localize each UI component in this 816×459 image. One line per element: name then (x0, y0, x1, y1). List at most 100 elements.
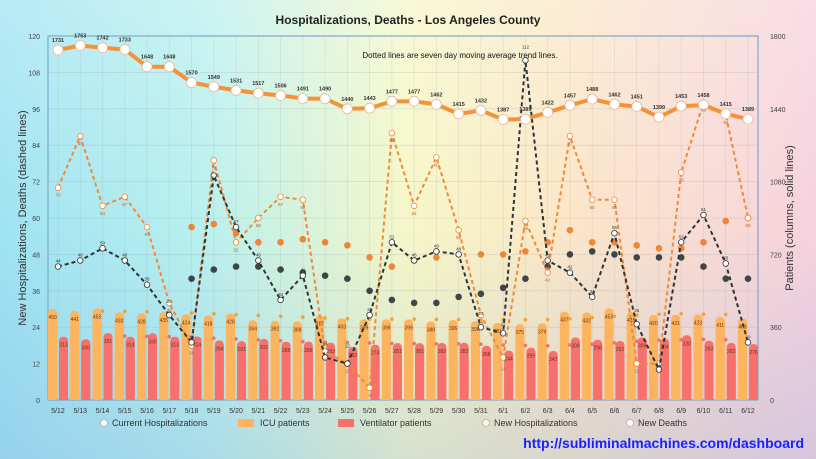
new-deaths-point (255, 257, 262, 264)
moving-average-point (501, 343, 505, 347)
dashboard-link[interactable]: http://subliminalmachines.com/dashboard (523, 435, 804, 451)
bar-label: 288 (304, 348, 313, 354)
moving-average-point (723, 312, 728, 317)
chart-annotation: Dotted lines are seven day moving averag… (362, 51, 557, 60)
current-hospitalizations-label: 1570 (185, 71, 197, 77)
new-hospitalizations-label: 80 (434, 162, 440, 167)
moving-average-point (545, 344, 550, 348)
y-tick-left: 60 (32, 216, 40, 223)
moving-average-point (390, 341, 394, 346)
bar-body (259, 343, 269, 400)
moving-average-point (434, 341, 439, 346)
bar-body (749, 349, 758, 400)
new-hospitalizations-point (611, 196, 618, 203)
new-hospitalizations-label: 66 (300, 205, 306, 210)
new-hospitalizations-label: 14 (501, 367, 507, 372)
moving-average-point (634, 313, 639, 317)
y-axis-left-label: New Hospitalizations, Deaths (dashed lin… (17, 110, 29, 325)
moving-average-point (412, 341, 416, 346)
new-deaths-point (121, 257, 128, 264)
moving-average-point (722, 275, 730, 282)
current-hospitalizations-point (520, 113, 531, 125)
x-tick-label: 5/24 (318, 408, 332, 415)
moving-average-point (479, 317, 483, 322)
x-tick-label: 5/17 (162, 408, 176, 415)
bar-body (671, 319, 681, 400)
bar-label: 394 (249, 326, 258, 332)
bar-body (303, 346, 313, 400)
x-tick-label: 5/30 (452, 408, 466, 415)
moving-average-point (477, 290, 485, 298)
moving-average-point (655, 254, 663, 261)
moving-average-point (634, 339, 639, 344)
new-deaths-label: 22 (501, 321, 507, 326)
bar-label: 390 (471, 327, 480, 333)
x-tick-label: 6/5 (587, 408, 597, 415)
moving-average-point (744, 275, 752, 282)
new-deaths-point (722, 260, 729, 267)
moving-average-point (301, 339, 305, 344)
y-tick-left: 96 (32, 107, 40, 114)
current-hospitalizations-label: 1477 (408, 89, 420, 95)
current-hospitalizations-label: 1399 (653, 105, 665, 111)
bar-label: 399 (360, 325, 369, 331)
moving-average-point (212, 312, 216, 316)
current-hospitalizations-point (631, 101, 643, 112)
current-hospitalizations-label: 1517 (252, 81, 264, 87)
y-tick-right: 1080 (770, 180, 786, 187)
bar-body (392, 348, 402, 400)
new-hospitalizations-point (544, 269, 551, 276)
moving-average-point (700, 263, 707, 270)
moving-average-point (434, 317, 439, 322)
bar-body (348, 351, 358, 400)
new-deaths-label: 34 (590, 289, 596, 294)
current-hospitalizations-label: 1389 (742, 107, 754, 113)
y-tick-left: 12 (32, 362, 40, 369)
legend-label: Ventilator patients (360, 418, 432, 428)
current-hospitalizations-label: 1477 (386, 89, 398, 95)
moving-average-point (344, 275, 351, 282)
new-hospitalizations-label: 52 (234, 247, 240, 252)
current-hospitalizations-label: 1531 (230, 78, 242, 84)
current-hospitalizations-label: 1458 (697, 93, 709, 99)
x-tick-label: 6/3 (543, 408, 553, 415)
y-tick-left: 48 (32, 252, 40, 259)
moving-average-point (588, 248, 596, 255)
bar-body (114, 317, 124, 400)
x-tick-label: 5/29 (430, 408, 444, 415)
bar-body (226, 318, 236, 400)
bar-body (515, 329, 525, 400)
current-hospitalizations-label: 1389 (519, 107, 531, 113)
new-hospitalizations-label: 79 (211, 165, 217, 170)
current-hospitalizations-point (497, 114, 509, 125)
new-deaths-label: 49 (434, 243, 440, 248)
new-deaths-point (499, 330, 507, 337)
moving-average-point (321, 272, 329, 279)
moving-average-point (722, 217, 730, 225)
moving-average-point (566, 251, 574, 258)
new-deaths-label: 46 (78, 252, 84, 257)
legend: Current Hospitalizations ICU patients Vent… (100, 418, 688, 428)
moving-average-point (700, 238, 707, 246)
x-tick-label: 6/10 (697, 408, 711, 415)
moving-average-point (523, 343, 528, 348)
current-hospitalizations-point (453, 108, 465, 120)
new-hospitalizations-label: 16 (323, 356, 329, 361)
y-axis-right-label: Patients (columns, solid lines) (784, 145, 796, 291)
y-tick-right: 1800 (770, 34, 786, 41)
bar-label: 268 (482, 352, 491, 358)
x-tick-label: 6/9 (676, 408, 686, 415)
bar-label: 283 (326, 349, 335, 355)
moving-average-point (321, 238, 329, 246)
bar-body (593, 344, 603, 400)
bar-body (437, 347, 447, 400)
bar-body (370, 349, 380, 400)
current-hospitalizations-point (186, 77, 197, 88)
new-deaths-label: 42 (567, 265, 573, 270)
bar-label: 288 (282, 348, 291, 354)
new-hospitalizations-label: 57 (145, 232, 151, 237)
moving-average-point (657, 312, 661, 317)
moving-average-point (122, 334, 127, 338)
current-hospitalizations-label: 1488 (586, 87, 598, 93)
moving-average-point (301, 315, 305, 319)
